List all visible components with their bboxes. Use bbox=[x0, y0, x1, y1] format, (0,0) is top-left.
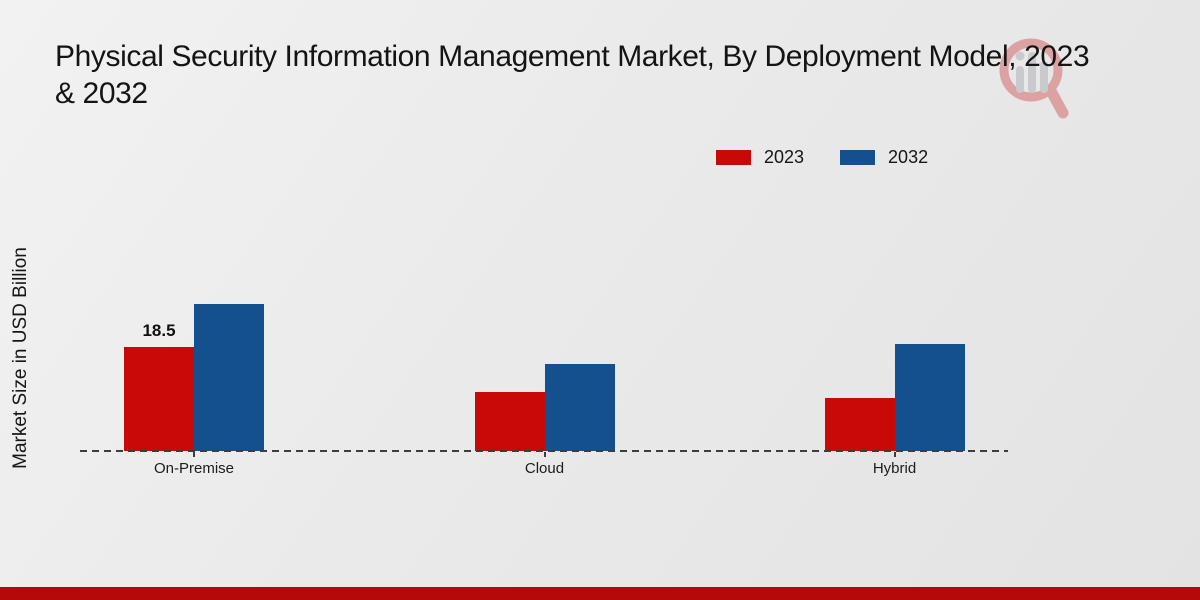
legend-label-2023: 2023 bbox=[764, 147, 805, 167]
footer-accent-bar bbox=[0, 587, 1200, 600]
legend-item-2023: 2023 bbox=[716, 147, 804, 168]
legend-swatch-2023 bbox=[716, 150, 751, 165]
x-tick-label-hybrid: Hybrid bbox=[872, 460, 917, 477]
legend: 2023 2032 bbox=[716, 147, 928, 168]
x-axis-dashed-line bbox=[80, 450, 1008, 452]
plot-area: On-Premise Cloud Hybrid 18.5 bbox=[80, 140, 1008, 477]
chart-title: Physical Security Information Management… bbox=[55, 38, 1200, 112]
bar-on-premise-2032 bbox=[194, 304, 264, 451]
bar-on-premise-2023 bbox=[124, 347, 194, 451]
chart-title-line-1: Physical Security Information Management… bbox=[55, 40, 1090, 73]
magnifier-bar-chart-logo-icon bbox=[999, 38, 1069, 119]
y-axis-label: Market Size in USD Billion bbox=[10, 247, 31, 469]
chart-title-line-2: & 2032 bbox=[55, 77, 148, 110]
legend-label-2032: 2032 bbox=[888, 147, 929, 167]
bar-hybrid-2023 bbox=[824, 398, 895, 451]
bar-hybrid-2032 bbox=[894, 344, 965, 451]
legend-item-2032: 2032 bbox=[840, 147, 928, 168]
bar-cloud-2023 bbox=[474, 392, 545, 451]
legend-swatch-2032 bbox=[840, 150, 876, 165]
x-axis-tick-on-premise bbox=[193, 452, 195, 457]
bar-value-label-on-premise: 18.5 bbox=[142, 321, 176, 340]
x-tick-label-cloud: Cloud bbox=[524, 460, 565, 477]
bar-cloud-2032 bbox=[544, 364, 615, 451]
x-axis-tick-cloud bbox=[543, 452, 546, 457]
x-axis-tick-hybrid bbox=[893, 452, 896, 457]
x-tick-label-on-premise: On-Premise bbox=[153, 460, 235, 477]
